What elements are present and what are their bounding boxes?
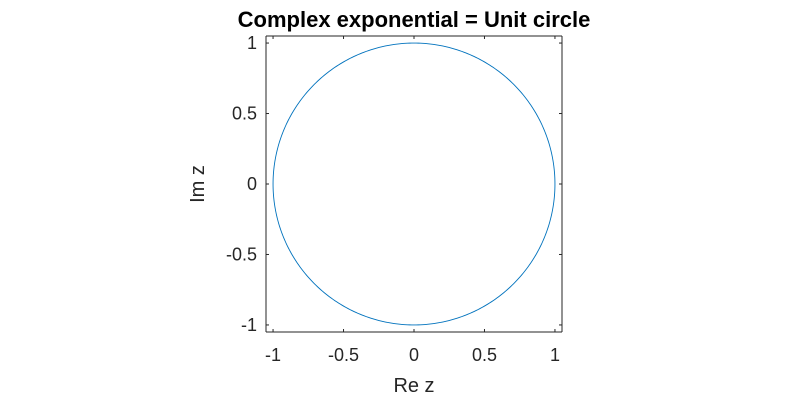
x-axis-label: Re z — [393, 375, 434, 397]
plot-area-background — [266, 36, 562, 332]
series-line-1 — [272, 42, 556, 326]
x-axis: -1 -0.5 0 0.5 1 — [265, 35, 562, 365]
x-tick-label: -1 — [265, 345, 281, 365]
y-tick-label: 0 — [247, 174, 257, 194]
y-tick-label: -0.5 — [226, 244, 257, 264]
x-tick-label: 0.5 — [472, 345, 497, 365]
y-axis: -1 -0.5 0 0.5 1 — [226, 33, 563, 335]
y-axis-label: Im z — [187, 165, 209, 203]
chart-title: Complex exponential = Unit circle — [238, 7, 591, 32]
y-tick-label: 1 — [247, 33, 257, 53]
y-tick-label: 0.5 — [232, 104, 257, 124]
x-tick-label: 1 — [550, 345, 560, 365]
y-tick-label: -1 — [241, 315, 257, 335]
x-tick-label: 0 — [409, 345, 419, 365]
x-tick-label: -0.5 — [328, 345, 359, 365]
plot-area — [266, 36, 562, 332]
